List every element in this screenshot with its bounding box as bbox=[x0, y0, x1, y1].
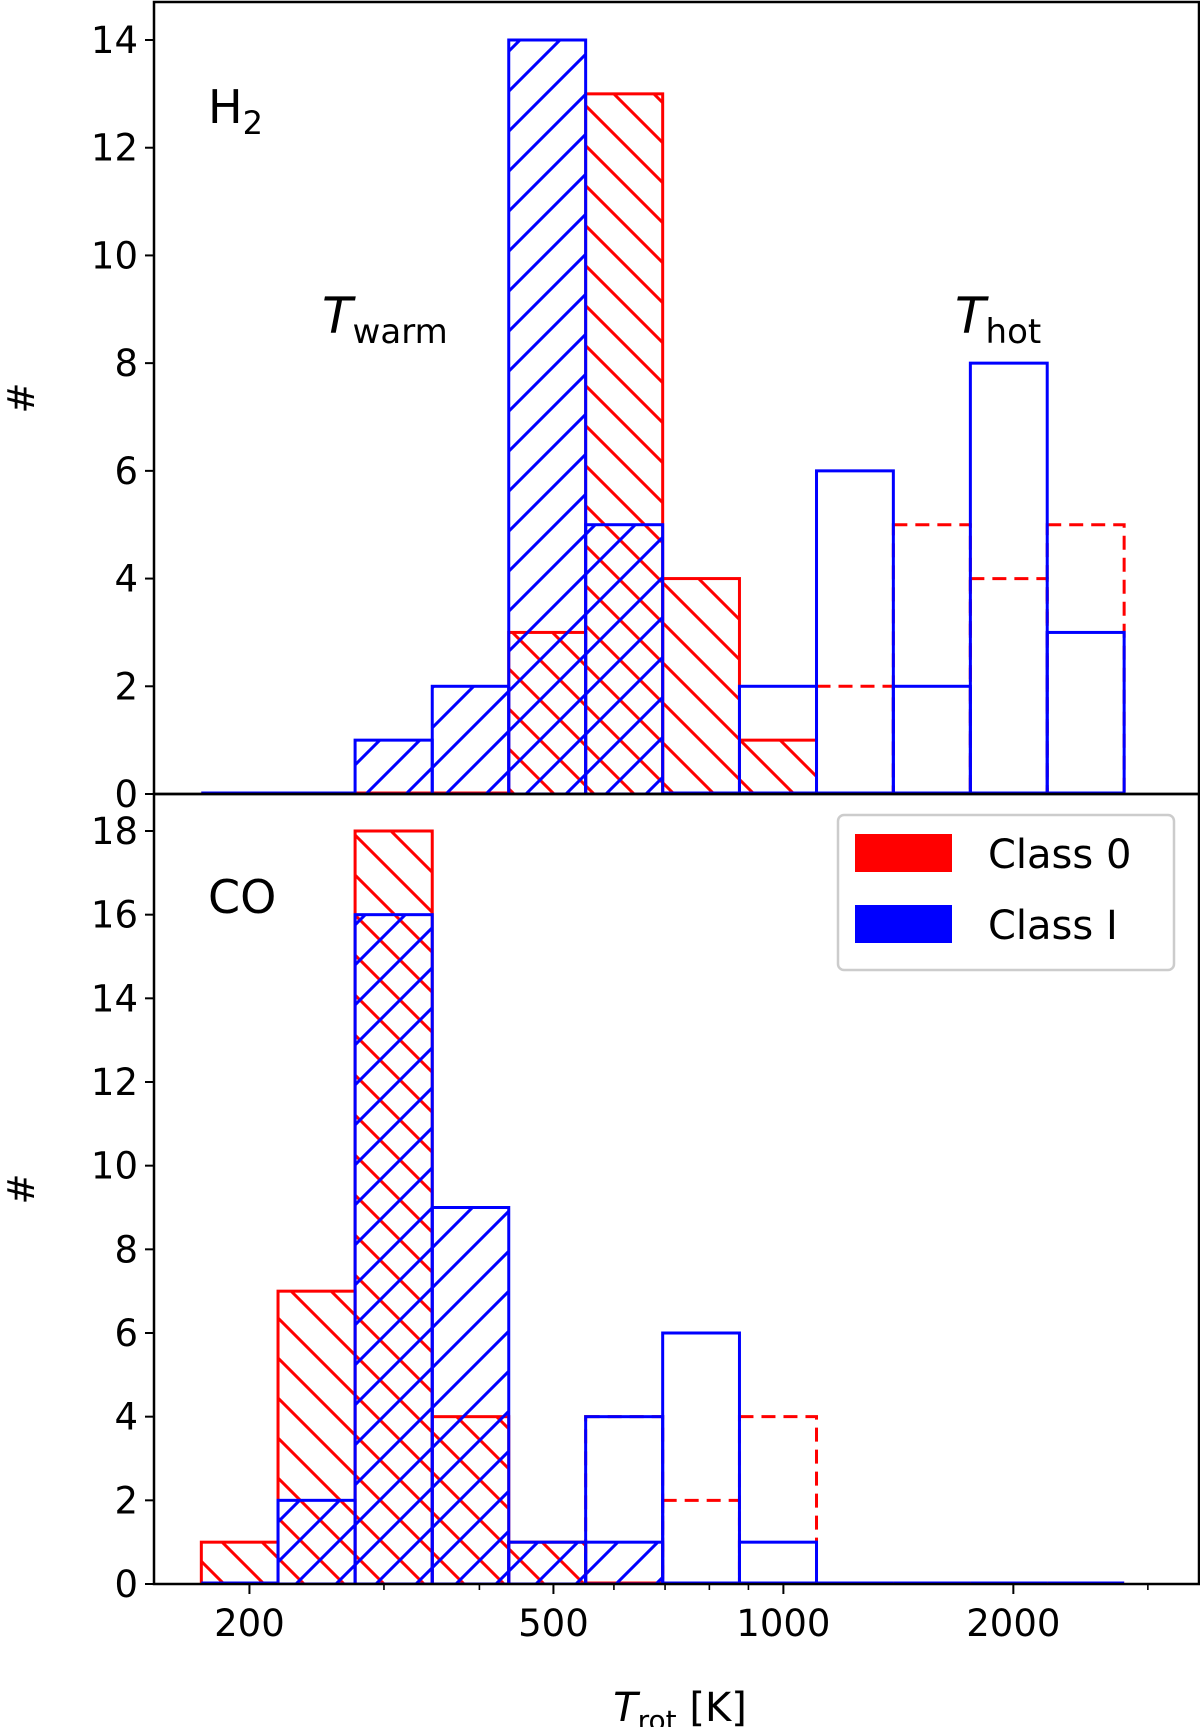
annotation-subscript: hot bbox=[986, 312, 1042, 352]
plot-area bbox=[199, 829, 1125, 1584]
histogram-bar bbox=[661, 1331, 741, 1584]
annotation-italic: T bbox=[322, 287, 356, 345]
histogram-bar bbox=[584, 523, 665, 794]
annotation-t-hot: Thot bbox=[955, 287, 1041, 352]
y-tick-label: 12 bbox=[91, 1061, 138, 1104]
panel-label-main: H bbox=[208, 80, 243, 134]
y-tick-label: 10 bbox=[91, 234, 138, 277]
x-axis-label: Trot [K] bbox=[613, 1685, 747, 1727]
histogram-bar bbox=[584, 1540, 665, 1584]
y-tick-label: 18 bbox=[91, 810, 138, 853]
histogram-bar bbox=[353, 738, 434, 794]
y-tick-label: 0 bbox=[114, 773, 138, 816]
y-tick-label: 4 bbox=[114, 558, 138, 601]
y-axis-label: # bbox=[0, 1173, 43, 1204]
y-tick-label: 2 bbox=[114, 665, 138, 708]
y-tick-label: 14 bbox=[91, 19, 138, 62]
y-axis-label: # bbox=[0, 382, 43, 413]
x-tick-label: 2000 bbox=[966, 1602, 1060, 1645]
panel-label-main: CO bbox=[208, 870, 276, 924]
series-class-i-t-warm bbox=[201, 38, 1125, 794]
y-tick-label: 12 bbox=[91, 127, 138, 170]
y-tick-label: 16 bbox=[91, 894, 138, 937]
histogram-bar bbox=[815, 684, 895, 794]
histogram-bar bbox=[661, 577, 741, 794]
x-axis-label-italic: T bbox=[613, 1685, 641, 1727]
histogram-bar bbox=[430, 684, 511, 794]
histogram-bar bbox=[353, 913, 434, 1584]
histogram-bar bbox=[430, 1206, 511, 1584]
histogram-bar bbox=[815, 469, 895, 794]
histogram-bar bbox=[661, 1498, 741, 1584]
x-axis-label-unit: [K] bbox=[677, 1685, 747, 1727]
histogram-bar bbox=[737, 1415, 819, 1584]
histogram-bar bbox=[199, 1540, 280, 1584]
histogram-bar bbox=[1045, 630, 1126, 794]
histogram-bar bbox=[1045, 523, 1126, 794]
legend: Class 0 Class I bbox=[836, 813, 1176, 972]
histogram-bar bbox=[737, 1540, 819, 1584]
plot-area bbox=[201, 38, 1126, 794]
y-tick-label: 4 bbox=[114, 1396, 138, 1439]
annotation-t-warm: Twarm bbox=[322, 287, 448, 352]
x-tick-label: 200 bbox=[214, 1602, 285, 1645]
legend-swatch bbox=[855, 834, 952, 872]
y-tick-label: 10 bbox=[91, 1145, 138, 1188]
histogram-bar bbox=[507, 38, 588, 794]
histogram-bar bbox=[891, 523, 972, 794]
histogram-bar bbox=[891, 684, 972, 794]
panel-label-subscript: 2 bbox=[243, 104, 263, 142]
series-class-i-t-hot bbox=[737, 361, 1126, 794]
y-tick-label: 14 bbox=[91, 977, 138, 1020]
annotation-subscript: warm bbox=[353, 312, 448, 352]
legend-label: Class I bbox=[988, 903, 1118, 949]
x-tick-label: 500 bbox=[518, 1602, 589, 1645]
x-axis-label-subscript: rot bbox=[638, 1704, 677, 1727]
y-tick-label: 8 bbox=[114, 342, 138, 385]
histogram-bar bbox=[737, 738, 819, 794]
axes-frame bbox=[152, 792, 1200, 1586]
annotation-italic: T bbox=[955, 287, 989, 345]
histogram-bar bbox=[276, 1498, 357, 1584]
histogram-bar bbox=[507, 1540, 588, 1584]
x-tick-label: 1000 bbox=[736, 1602, 830, 1645]
co-histogram-panel: 0 2 4 6 8 10 12 14 16 18 # CO 200 500 1000 2000 Trot [K]… bbox=[0, 792, 1200, 1727]
legend-swatch bbox=[855, 905, 952, 943]
histogram-bar bbox=[968, 361, 1049, 794]
histogram-bar bbox=[968, 577, 1049, 794]
panel-label: CO bbox=[208, 870, 276, 924]
y-tick-label: 8 bbox=[114, 1228, 138, 1271]
y-tick-label: 6 bbox=[114, 1312, 138, 1355]
y-tick-label: 0 bbox=[114, 1563, 138, 1606]
panel-label: H2 bbox=[208, 80, 263, 142]
y-tick-label: 2 bbox=[114, 1479, 138, 1522]
y-tick-label: 6 bbox=[114, 450, 138, 493]
legend-label: Class 0 bbox=[988, 832, 1131, 878]
